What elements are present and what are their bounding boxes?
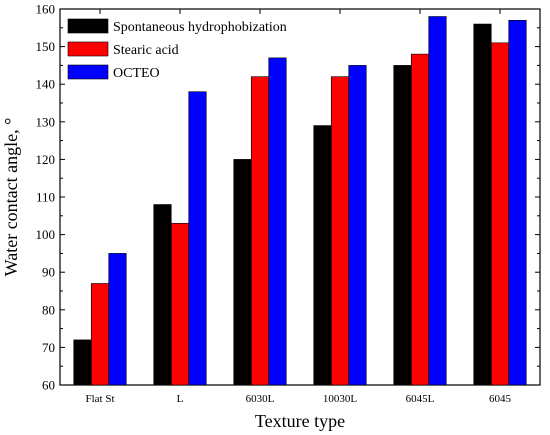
y-tick-label: 150 [36, 39, 56, 54]
bar-spontaneous-hydrophobization-10030l [313, 125, 332, 386]
y-tick-label: 110 [36, 190, 55, 205]
bar-spontaneous-hydrophobization-6045l [393, 65, 412, 386]
y-tick-label: 160 [36, 2, 56, 17]
x-axis-title: Texture type [255, 411, 345, 431]
x-axis: Flat St L 6030L 10030L 6045L 6045 [85, 9, 512, 405]
y-tick-label: 120 [36, 152, 56, 167]
y-tick-label: 80 [42, 302, 55, 317]
bar-octeo-6030l [268, 57, 287, 386]
bar-spontaneous-hydrophobization-6030l [233, 159, 252, 386]
bar-stearic-acid-flat-st [90, 283, 110, 386]
bar-spontaneous-hydrophobization-flat-st [73, 339, 92, 386]
legend: Spontaneous hydrophobization Stearic acid… [67, 18, 287, 81]
x-tick-label: 10030L [323, 393, 358, 405]
bar-spontaneous-hydrophobization-l [153, 204, 172, 386]
x-tick-label: Flat St [85, 393, 114, 405]
bar-stearic-acid-6030l [250, 76, 270, 386]
y-tick-label: 60 [42, 378, 55, 393]
bar-octeo-flat-st [108, 253, 127, 386]
y-tick-label: 140 [36, 77, 56, 92]
y-tick-label: 130 [36, 114, 56, 129]
legend-label: Spontaneous hydrophobization [113, 20, 287, 35]
bar-stearic-acid-6045 [490, 42, 510, 386]
bar-spontaneous-hydrophobization-6045 [473, 23, 492, 386]
bar-stearic-acid-6045l [410, 53, 430, 386]
y-axis-title: Water contact angle, ° [1, 118, 21, 277]
bar-octeo-10030l [348, 65, 367, 386]
y-axis: 60 70 80 90 100 110 120 130 140 150 160 [36, 2, 540, 393]
x-tick-label: L [177, 393, 184, 405]
legend-swatch [67, 18, 109, 34]
legend-swatch [67, 41, 109, 57]
bar-octeo-6045 [508, 19, 527, 386]
bar-stearic-acid-l [170, 223, 190, 386]
bar-octeo-6045l [428, 16, 447, 386]
y-tick-label: 90 [42, 265, 55, 280]
legend-label: OCTEO [113, 66, 160, 81]
x-tick-label: 6045L [406, 393, 435, 405]
y-tick-label: 70 [42, 340, 55, 355]
bar-stearic-acid-10030l [330, 76, 350, 386]
legend-label: Stearic acid [113, 43, 179, 58]
y-tick-label: 100 [36, 227, 56, 242]
bars [73, 16, 527, 386]
x-tick-label: 6045 [489, 393, 512, 405]
legend-swatch [67, 64, 109, 80]
x-tick-label: 6030L [246, 393, 275, 405]
bar-octeo-l [188, 91, 207, 386]
